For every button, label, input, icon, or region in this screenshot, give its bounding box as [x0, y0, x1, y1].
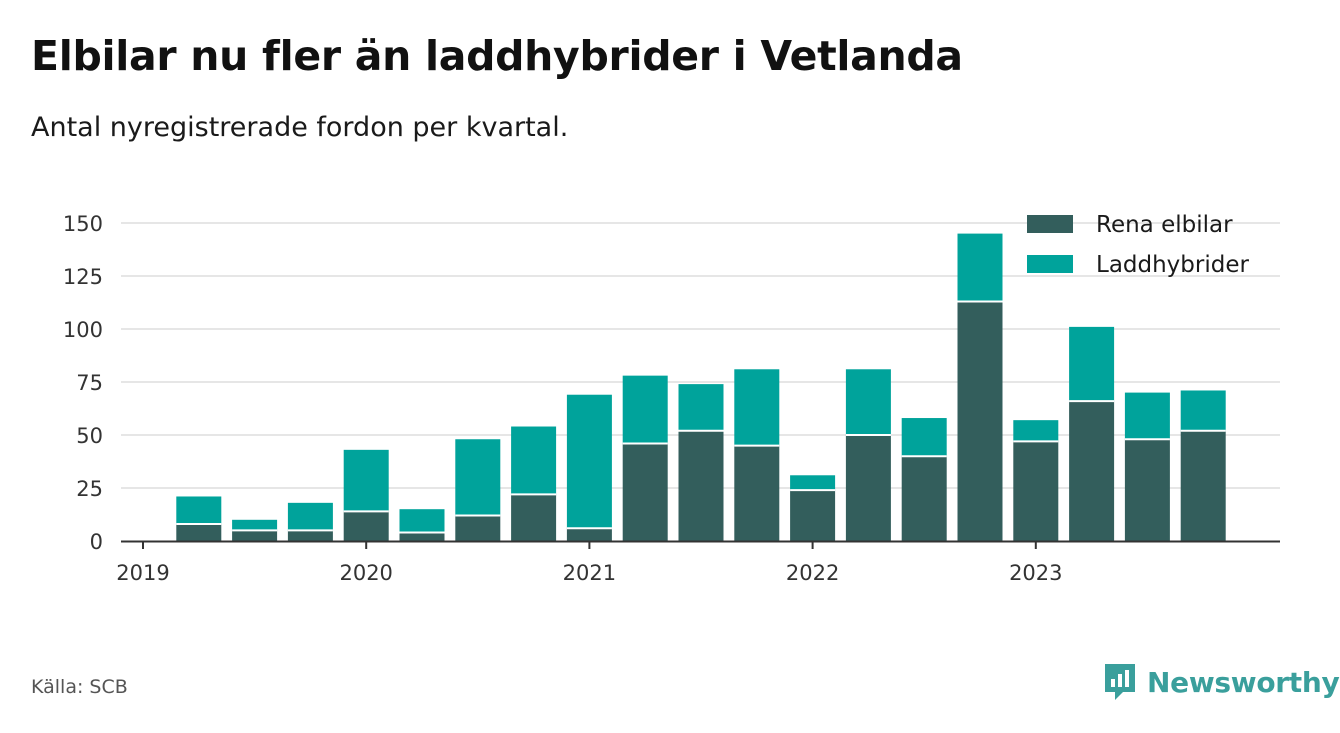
- bar-laddhybrider-2022Q3: [901, 418, 947, 457]
- bar-laddhybrider-2022Q4: [957, 233, 1003, 302]
- newsworthy-logo-icon: [1105, 664, 1135, 700]
- bar-rena-elbilar-2022Q2: [845, 435, 891, 541]
- y-tick-label-50: 50: [76, 424, 103, 448]
- bar-rena-elbilar-2021Q2: [622, 443, 668, 541]
- bars: [176, 233, 1226, 541]
- x-tick-label-2023: 2023: [1009, 561, 1062, 585]
- bar-rena-elbilar-2020Q1: [343, 511, 389, 541]
- bar-laddhybrider-2021Q2: [622, 375, 668, 444]
- bar-laddhybrider-2023Q2: [1069, 326, 1115, 402]
- bar-laddhybrider-2023Q3: [1124, 392, 1170, 440]
- bar-laddhybrider-2021Q4: [734, 369, 780, 446]
- legend-swatch-laddhybrider: [1027, 255, 1073, 273]
- bar-rena-elbilar-2022Q3: [901, 456, 947, 541]
- y-axis-ticks: 0 25 50 75 100 125 150: [63, 212, 103, 554]
- bar-laddhybrider-2019Q3: [232, 519, 278, 531]
- bar-laddhybrider-2020Q1: [343, 449, 389, 512]
- bar-laddhybrider-2022Q1: [790, 475, 836, 491]
- chart: 0 25 50 75 100 125 150 2019 2020 2021 2022 2023 Re…: [63, 212, 1280, 585]
- y-tick-label-125: 125: [63, 265, 103, 289]
- bar-laddhybrider-2023Q1: [1013, 420, 1059, 442]
- bar-laddhybrider-2020Q3: [455, 439, 501, 516]
- legend-label-laddhybrider: Laddhybrider: [1096, 252, 1249, 278]
- bar-rena-elbilar-2020Q4: [511, 494, 557, 541]
- y-tick-label-0: 0: [90, 530, 103, 554]
- bar-rena-elbilar-2019Q4: [287, 530, 333, 541]
- source-note: Källa: SCB: [31, 676, 128, 698]
- bar-rena-elbilar-2021Q1: [566, 528, 612, 541]
- x-tick-label-2019: 2019: [116, 561, 169, 585]
- bar-rena-elbilar-2021Q4: [734, 445, 780, 541]
- brand-name: Newsworthy: [1147, 665, 1340, 699]
- bar-rena-elbilar-2023Q2: [1069, 401, 1115, 541]
- bar-laddhybrider-2022Q2: [845, 369, 891, 435]
- bar-rena-elbilar-2022Q4: [957, 301, 1003, 541]
- bar-rena-elbilar-2021Q3: [678, 430, 724, 541]
- bar-rena-elbilar-2019Q3: [232, 530, 278, 541]
- bar-laddhybrider-2021Q3: [678, 384, 724, 431]
- bar-laddhybrider-2020Q2: [399, 509, 445, 533]
- bar-laddhybrider-2023Q4: [1180, 390, 1226, 431]
- bar-laddhybrider-2021Q1: [566, 394, 612, 529]
- x-tick-label-2022: 2022: [786, 561, 839, 585]
- y-tick-label-150: 150: [63, 212, 103, 236]
- bar-rena-elbilar-2020Q3: [455, 515, 501, 541]
- bar-laddhybrider-2019Q2: [176, 496, 222, 525]
- legend-swatch-rena-elbilar: [1027, 215, 1073, 233]
- bar-rena-elbilar-2019Q2: [176, 524, 222, 541]
- y-tick-label-100: 100: [63, 318, 103, 342]
- x-axis-ticks: 2019 2020 2021 2022 2023: [116, 541, 1063, 585]
- bar-laddhybrider-2019Q4: [287, 502, 333, 531]
- y-tick-label-25: 25: [76, 477, 103, 501]
- x-tick-label-2021: 2021: [563, 561, 616, 585]
- legend: Rena elbilar Laddhybrider: [1027, 212, 1249, 278]
- brand-logo: Newsworthy: [1103, 662, 1340, 702]
- chart-title: Elbilar nu fler än laddhybrider i Vetlan…: [31, 32, 963, 80]
- bar-rena-elbilar-2023Q1: [1013, 441, 1059, 541]
- y-tick-label-75: 75: [76, 371, 103, 395]
- chart-subtitle: Antal nyregistrerade fordon per kvartal.: [31, 112, 569, 143]
- bar-laddhybrider-2020Q4: [511, 426, 557, 495]
- x-tick-label-2020: 2020: [339, 561, 392, 585]
- bar-rena-elbilar-2020Q2: [399, 532, 445, 541]
- bar-rena-elbilar-2022Q1: [790, 490, 836, 541]
- legend-label-rena-elbilar: Rena elbilar: [1096, 212, 1233, 238]
- bar-rena-elbilar-2023Q3: [1124, 439, 1170, 541]
- bar-rena-elbilar-2023Q4: [1180, 430, 1226, 541]
